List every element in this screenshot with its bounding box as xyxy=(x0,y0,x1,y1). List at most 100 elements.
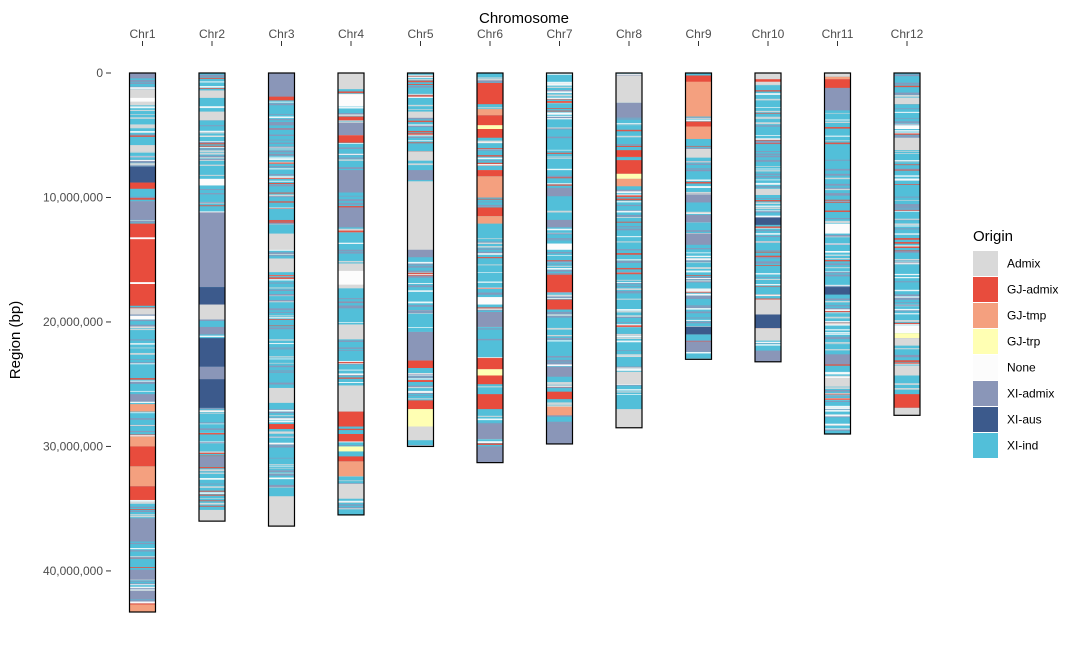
haplotype-line xyxy=(546,415,573,417)
haplotype-line xyxy=(199,159,225,161)
haplotype-line xyxy=(824,243,851,245)
haplotype-line xyxy=(129,506,156,508)
haplotype-line xyxy=(824,364,851,366)
haplotype-line xyxy=(616,118,642,120)
segment-gj-tmp xyxy=(129,604,156,612)
haplotype-line xyxy=(546,118,573,120)
chromosome-outline xyxy=(684,72,713,360)
haplotype-line xyxy=(546,364,573,366)
haplotype-line xyxy=(755,93,781,95)
haplotype-line xyxy=(824,121,851,123)
haplotype-line xyxy=(129,380,156,382)
haplotype-line xyxy=(755,210,781,213)
haplotype-line xyxy=(616,325,642,328)
haplotype-line xyxy=(407,285,434,288)
haplotype-line xyxy=(407,77,434,79)
haplotype-line xyxy=(477,238,503,240)
haplotype-line xyxy=(755,264,781,266)
haplotype-line xyxy=(755,273,781,275)
haplotype-line xyxy=(546,91,573,94)
haplotype-line xyxy=(894,209,920,211)
haplotype-line xyxy=(477,252,503,255)
segment-admix xyxy=(268,233,295,250)
haplotype-line xyxy=(407,133,434,136)
haplotype-line xyxy=(616,315,642,317)
haplotype-line xyxy=(477,443,503,445)
haplotype-line xyxy=(477,386,503,388)
haplotype-line xyxy=(199,490,225,492)
haplotype-line xyxy=(546,252,573,254)
haplotype-line xyxy=(268,222,295,225)
segment-none xyxy=(129,237,156,240)
haplotype-line xyxy=(338,322,364,323)
haplotype-line xyxy=(616,367,642,369)
haplotype-line xyxy=(199,408,225,410)
haplotype-line xyxy=(407,80,434,83)
chromosome-outline xyxy=(893,72,921,416)
haplotype-line xyxy=(199,135,225,137)
haplotype-line xyxy=(755,182,781,185)
haplotype-line xyxy=(268,411,295,414)
haplotype-line xyxy=(616,316,642,318)
haplotype-line xyxy=(338,363,364,364)
haplotype-line xyxy=(894,196,920,198)
haplotype-line xyxy=(616,369,642,371)
haplotype-line xyxy=(824,410,851,412)
haplotype-line xyxy=(268,277,295,280)
haplotype-line xyxy=(129,579,156,581)
chromosome-background xyxy=(894,73,920,416)
segment-none xyxy=(129,282,156,284)
haplotype-line xyxy=(824,140,851,142)
haplotype-line xyxy=(407,124,434,126)
haplotype-line xyxy=(824,336,851,338)
segment-admix xyxy=(616,371,642,385)
haplotype-line xyxy=(407,160,434,161)
haplotype-line xyxy=(755,153,781,155)
haplotype-line xyxy=(824,308,851,310)
haplotype-line xyxy=(894,184,920,185)
segment-gj-trp xyxy=(477,125,503,130)
segment-xi-admix xyxy=(338,170,364,193)
segment-xi-admix xyxy=(824,354,851,365)
haplotype-line xyxy=(755,168,781,170)
haplotype-line xyxy=(546,385,573,387)
haplotype-line xyxy=(199,205,225,207)
haplotype-line xyxy=(824,220,851,222)
haplotype-line xyxy=(407,378,434,380)
haplotype-line xyxy=(477,251,503,254)
legend-swatch xyxy=(973,433,998,458)
haplotype-line xyxy=(824,316,851,319)
haplotype-line xyxy=(268,464,295,466)
haplotype-line xyxy=(685,270,712,273)
haplotype-line xyxy=(824,414,851,417)
haplotype-line xyxy=(268,184,295,187)
haplotype-line xyxy=(616,122,642,124)
haplotype-line xyxy=(685,276,712,279)
haplotype-line xyxy=(268,311,295,313)
haplotype-line xyxy=(616,350,642,351)
haplotype-line xyxy=(199,422,225,424)
haplotype-line xyxy=(755,251,781,253)
segment-gj-tmp xyxy=(546,406,573,416)
haplotype-line xyxy=(129,501,156,504)
haplotype-line xyxy=(129,124,156,126)
haplotype-line xyxy=(129,160,156,163)
legend-label: XI-aus xyxy=(1007,413,1042,427)
haplotype-line xyxy=(129,600,156,602)
haplotype-line xyxy=(268,444,295,446)
haplotype-line xyxy=(268,182,295,185)
haplotype-line xyxy=(755,139,781,141)
legend-item-xi-ind: XI-ind xyxy=(973,433,1038,458)
haplotype-line xyxy=(824,349,851,351)
segment-gj-tmp xyxy=(477,216,503,224)
haplotype-line xyxy=(824,201,851,202)
haplotype-line xyxy=(199,452,225,454)
haplotype-line xyxy=(894,324,920,326)
haplotype-line xyxy=(129,509,156,510)
haplotype-line xyxy=(129,196,156,198)
haplotype-line xyxy=(199,157,225,159)
segment-gj-tmp xyxy=(616,178,642,187)
haplotype-line xyxy=(616,311,642,313)
haplotype-line xyxy=(824,218,851,220)
haplotype-line xyxy=(477,264,503,266)
